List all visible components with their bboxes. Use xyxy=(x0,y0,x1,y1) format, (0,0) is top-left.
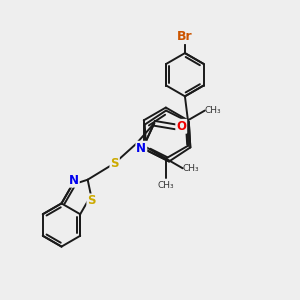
Text: Br: Br xyxy=(177,30,193,43)
Text: CH₃: CH₃ xyxy=(205,106,221,115)
Text: S: S xyxy=(110,157,119,170)
Text: CH₃: CH₃ xyxy=(158,181,174,190)
Text: N: N xyxy=(69,174,79,187)
Text: O: O xyxy=(176,120,186,133)
Text: S: S xyxy=(87,194,96,207)
Text: N: N xyxy=(136,142,146,155)
Text: CH₃: CH₃ xyxy=(183,164,200,173)
